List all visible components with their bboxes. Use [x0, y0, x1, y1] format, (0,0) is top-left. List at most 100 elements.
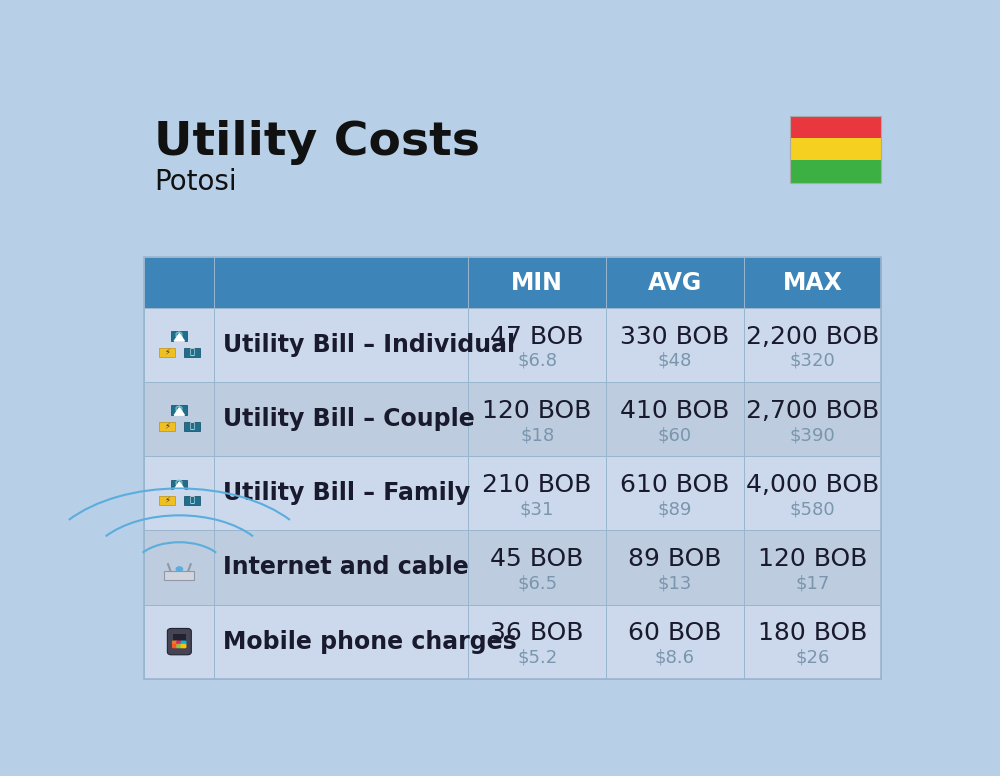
Text: 2,700 BOB: 2,700 BOB — [746, 399, 879, 423]
Bar — [468, 308, 606, 382]
Bar — [468, 258, 606, 308]
Bar — [214, 258, 468, 308]
Bar — [184, 348, 200, 356]
Bar — [744, 308, 881, 382]
Text: $390: $390 — [790, 426, 835, 444]
Text: $5.2: $5.2 — [517, 649, 557, 667]
Bar — [171, 480, 187, 490]
Bar — [744, 456, 881, 531]
Text: 89 BOB: 89 BOB — [628, 547, 722, 571]
Bar — [790, 116, 881, 138]
Bar — [744, 605, 881, 679]
Text: 36 BOB: 36 BOB — [490, 621, 584, 645]
Polygon shape — [174, 407, 184, 415]
Text: ⚡: ⚡ — [164, 495, 170, 504]
Bar — [744, 382, 881, 456]
Bar — [144, 456, 214, 531]
Text: 💧: 💧 — [189, 421, 194, 430]
Polygon shape — [174, 334, 184, 341]
Text: $89: $89 — [658, 501, 692, 518]
Bar — [468, 531, 606, 605]
Text: $48: $48 — [658, 352, 692, 370]
Bar — [214, 382, 468, 456]
Text: ⚡: ⚡ — [164, 421, 170, 430]
Bar — [159, 348, 175, 356]
FancyBboxPatch shape — [172, 644, 178, 648]
Text: Utility Bill – Family: Utility Bill – Family — [223, 481, 470, 505]
Text: MAX: MAX — [783, 271, 842, 295]
Text: 210 BOB: 210 BOB — [482, 473, 592, 497]
Text: Utility Bill – Couple: Utility Bill – Couple — [223, 407, 475, 431]
Bar — [171, 405, 187, 415]
Text: 47 BOB: 47 BOB — [490, 324, 584, 348]
Text: Mobile phone charges: Mobile phone charges — [223, 629, 517, 653]
Text: 💧: 💧 — [189, 495, 194, 504]
Text: Potosi: Potosi — [154, 168, 237, 196]
FancyBboxPatch shape — [167, 629, 191, 655]
Text: 120 BOB: 120 BOB — [758, 547, 867, 571]
Bar — [144, 258, 881, 679]
Polygon shape — [174, 482, 184, 490]
Bar — [606, 382, 744, 456]
Text: 330 BOB: 330 BOB — [620, 324, 729, 348]
Bar — [184, 496, 200, 505]
Bar — [171, 331, 187, 341]
Bar — [606, 308, 744, 382]
Text: Utility Costs: Utility Costs — [154, 120, 480, 165]
Text: $60: $60 — [658, 426, 692, 444]
Bar — [606, 605, 744, 679]
Bar — [184, 422, 200, 431]
Text: $18: $18 — [520, 426, 554, 444]
Circle shape — [175, 566, 183, 572]
Bar — [468, 382, 606, 456]
Bar — [606, 258, 744, 308]
Bar — [159, 496, 175, 505]
Text: $6.5: $6.5 — [517, 574, 557, 592]
FancyBboxPatch shape — [176, 640, 182, 645]
Text: ⚡: ⚡ — [164, 347, 170, 356]
Text: MIN: MIN — [511, 271, 563, 295]
Bar — [144, 382, 214, 456]
Bar — [214, 456, 468, 531]
Text: AVG: AVG — [648, 271, 702, 295]
Text: $17: $17 — [795, 574, 830, 592]
Bar — [144, 258, 214, 308]
Text: 60 BOB: 60 BOB — [628, 621, 722, 645]
Bar — [790, 116, 881, 183]
Bar — [144, 308, 214, 382]
Text: 610 BOB: 610 BOB — [620, 473, 730, 497]
Text: Internet and cable: Internet and cable — [223, 556, 469, 580]
Bar — [159, 422, 175, 431]
Text: 180 BOB: 180 BOB — [758, 621, 867, 645]
Bar — [790, 161, 881, 183]
FancyBboxPatch shape — [181, 640, 186, 645]
Text: $26: $26 — [795, 649, 830, 667]
Bar — [144, 531, 214, 605]
Text: 2,200 BOB: 2,200 BOB — [746, 324, 879, 348]
Text: 120 BOB: 120 BOB — [482, 399, 592, 423]
Text: ⚙: ⚙ — [174, 405, 184, 415]
Bar — [173, 634, 186, 648]
Bar — [214, 308, 468, 382]
Bar — [744, 258, 881, 308]
FancyBboxPatch shape — [172, 640, 178, 645]
Bar — [606, 531, 744, 605]
Text: $13: $13 — [658, 574, 692, 592]
Bar — [468, 605, 606, 679]
Text: $6.8: $6.8 — [517, 352, 557, 370]
Text: 410 BOB: 410 BOB — [620, 399, 730, 423]
Bar — [214, 531, 468, 605]
Text: 💧: 💧 — [189, 347, 194, 356]
Text: $8.6: $8.6 — [655, 649, 695, 667]
Text: 4,000 BOB: 4,000 BOB — [746, 473, 879, 497]
Text: ⚙: ⚙ — [174, 331, 184, 341]
Bar — [214, 605, 468, 679]
FancyBboxPatch shape — [176, 644, 182, 648]
FancyBboxPatch shape — [181, 644, 186, 648]
Bar — [790, 138, 881, 161]
Bar — [144, 605, 214, 679]
Bar — [164, 571, 194, 580]
Text: Utility Bill – Individual: Utility Bill – Individual — [223, 333, 515, 357]
Text: $580: $580 — [790, 501, 835, 518]
Text: ⚙: ⚙ — [174, 480, 184, 490]
